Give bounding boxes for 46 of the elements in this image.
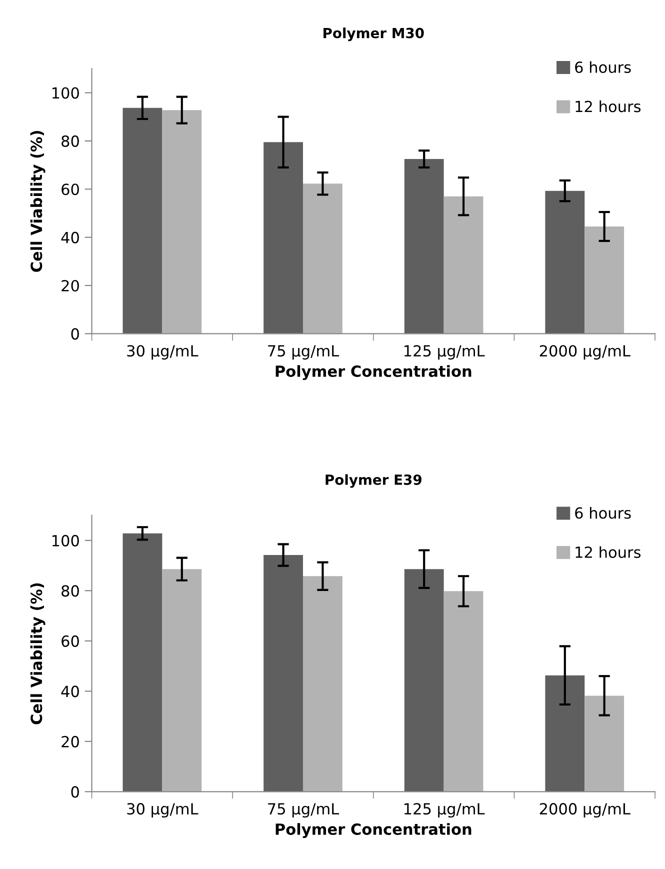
chart-title: Polymer M30 <box>324 28 424 42</box>
y-tick-label: 20 <box>62 736 79 748</box>
bar <box>444 196 484 334</box>
bar <box>404 569 444 792</box>
y-tick-label: 20 <box>62 280 79 292</box>
y-tick-label: 60 <box>62 184 79 196</box>
bar <box>122 108 162 334</box>
bar <box>584 696 624 792</box>
y-tick-label: 40 <box>61 232 79 244</box>
x-tick-label: 125 µg/mL <box>404 345 485 360</box>
bar <box>584 226 624 334</box>
x-tick-label: 30 µg/mL <box>127 345 198 360</box>
y-tick-label: 100 <box>52 534 79 546</box>
bar <box>264 142 303 334</box>
legend-label: 6 hours <box>575 61 631 74</box>
bar <box>162 110 202 334</box>
x-tick-label: 125 µg/mL <box>404 803 485 818</box>
y-tick-label: 100 <box>52 87 79 99</box>
y-tick-label: 80 <box>62 135 79 147</box>
bar <box>444 591 484 792</box>
legend-label: 12 hours <box>576 546 641 558</box>
x-tick-label: 2000 µg/mL <box>540 803 630 818</box>
x-tick-label: 75 µg/mL <box>268 345 340 360</box>
y-tick-label: 80 <box>62 585 79 597</box>
chart-title: Polymer E39 <box>326 474 422 488</box>
x-tick-label: 2000 µg/mL <box>540 345 630 360</box>
bar <box>404 159 444 334</box>
y-tick-label: 40 <box>61 686 79 698</box>
x-axis-title: Polymer Concentration <box>276 365 472 380</box>
bar <box>302 576 342 792</box>
bar <box>302 184 342 334</box>
y-axis-title: Cell Viability (%) <box>30 583 46 724</box>
legend-label: 6 hours <box>575 506 631 519</box>
x-tick-label: 30 µg/mL <box>127 803 198 818</box>
y-tick-label: 0 <box>71 328 79 340</box>
bar <box>264 555 303 792</box>
bar <box>545 675 585 792</box>
x-tick-label: 75 µg/mL <box>268 803 340 818</box>
bar <box>545 190 585 334</box>
y-tick-label: 0 <box>71 786 79 798</box>
y-tick-label: 60 <box>62 635 79 647</box>
x-axis-title: Polymer Concentration <box>276 823 472 838</box>
bar <box>122 533 162 792</box>
bar <box>162 569 202 792</box>
legend-label: 12 hours <box>576 100 641 112</box>
y-axis-title: Cell Viability (%) <box>30 131 46 272</box>
